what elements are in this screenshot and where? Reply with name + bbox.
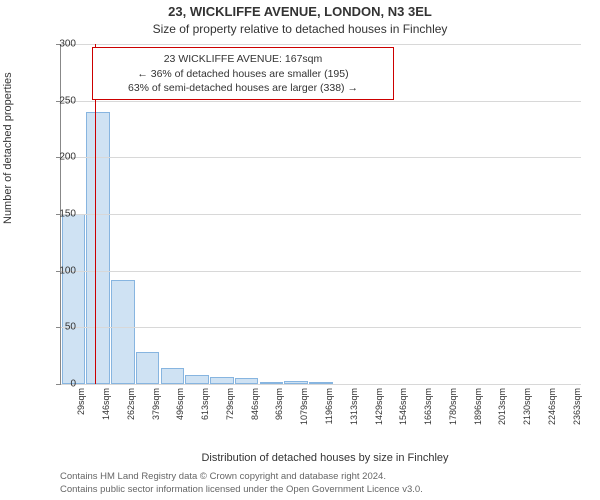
annotation-line-3: 63% of semi-detached houses are larger (… (99, 81, 387, 95)
ytick-label: 100 (16, 265, 76, 276)
gridline-h (61, 157, 581, 158)
histogram-bar (86, 112, 110, 384)
xtick-label: 1079sqm (299, 388, 309, 425)
histogram-bar (210, 377, 234, 384)
xtick-label: 613sqm (200, 388, 210, 420)
xtick-label: 146sqm (101, 388, 111, 420)
gridline-h (61, 214, 581, 215)
xtick-label: 496sqm (175, 388, 185, 420)
xtick-label: 2130sqm (522, 388, 532, 425)
gridline-h (61, 271, 581, 272)
histogram-bar (185, 375, 209, 384)
xtick-label: 1196sqm (324, 388, 334, 424)
x-axis-label: Distribution of detached houses by size … (60, 452, 590, 464)
histogram-bar (161, 368, 185, 384)
xtick-label: 1663sqm (423, 388, 433, 425)
attribution-text: Contains HM Land Registry data © Crown c… (60, 471, 590, 496)
attribution-line1: Contains HM Land Registry data © Crown c… (60, 471, 590, 483)
histogram-bar (111, 280, 135, 384)
ytick-label: 150 (16, 209, 76, 220)
ytick-label: 250 (16, 95, 76, 106)
xtick-label: 1546sqm (398, 388, 408, 425)
xtick-label: 2013sqm (497, 388, 507, 425)
annotation-line-2: ← 36% of detached houses are smaller (19… (99, 67, 387, 81)
xtick-label: 2363sqm (572, 388, 582, 425)
histogram-bar (62, 214, 86, 384)
xtick-label: 262sqm (126, 388, 136, 420)
xtick-label: 1429sqm (374, 388, 384, 425)
xtick-label: 1780sqm (448, 388, 458, 425)
gridline-h (61, 327, 581, 328)
xtick-label: 379sqm (151, 388, 161, 420)
annotation-box: 23 WICKLIFFE AVENUE: 167sqm← 36% of deta… (92, 47, 394, 100)
ytick-label: 300 (16, 39, 76, 50)
ytick-label: 50 (16, 322, 76, 333)
plot-area: 29sqm146sqm262sqm379sqm496sqm613sqm729sq… (60, 44, 581, 385)
xtick-label: 963sqm (274, 388, 284, 420)
annotation-line-1: 23 WICKLIFFE AVENUE: 167sqm (99, 52, 387, 66)
gridline-h (61, 44, 581, 45)
xtick-label: 1896sqm (473, 388, 483, 425)
xtick-label: 729sqm (225, 388, 235, 420)
ytick-label: 0 (16, 379, 76, 390)
chart-title-main: 23, WICKLIFFE AVENUE, LONDON, N3 3EL (0, 4, 600, 19)
xtick-label: 846sqm (250, 388, 260, 420)
xtick-label: 1313sqm (349, 388, 359, 425)
gridline-h (61, 384, 581, 385)
y-axis-label: Number of detached properties (2, 72, 14, 224)
xtick-label: 2246sqm (547, 388, 557, 425)
xtick-label: 29sqm (76, 388, 86, 415)
chart-title-sub: Size of property relative to detached ho… (0, 22, 600, 36)
ytick-label: 200 (16, 152, 76, 163)
attribution-line2: Contains public sector information licen… (60, 484, 590, 496)
histogram-bar (136, 352, 160, 384)
gridline-h (61, 101, 581, 102)
